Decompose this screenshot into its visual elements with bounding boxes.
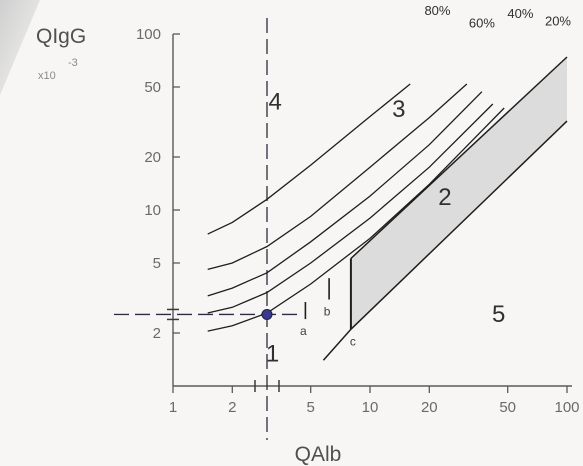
upper-reference-line xyxy=(350,56,568,260)
y-tick-label-20: 20 xyxy=(144,149,161,166)
lower-reference-line xyxy=(322,120,568,361)
patient-point xyxy=(261,308,273,320)
curve-40pct xyxy=(207,91,483,297)
x-tick-label-10: 10 xyxy=(362,399,379,416)
percent-label-40pct: 40% xyxy=(507,6,533,21)
x-tick-label-20: 20 xyxy=(421,399,438,416)
labels-layer: 1 2 3 4 5 80% 60% 40% 20% xyxy=(266,3,572,367)
x-tick-label-100: 100 xyxy=(554,399,579,416)
y-axis-multiplier-exponent: -3 xyxy=(68,57,78,69)
y-tick-label-10: 10 xyxy=(144,202,161,219)
marker-label-b: b xyxy=(324,305,331,319)
curve-80pct xyxy=(207,83,411,235)
x-axis-title: QAlb xyxy=(295,443,342,466)
y-tick-label-100: 100 xyxy=(136,26,161,43)
y-axis-multiplier: x10 xyxy=(38,70,56,82)
x-tick-label-50: 50 xyxy=(499,399,516,416)
x-tick-label-1: 1 xyxy=(169,399,177,416)
axes-layer xyxy=(172,34,572,387)
curve-60pct xyxy=(207,83,468,271)
region-label-4: 4 xyxy=(268,88,281,115)
y-tick-label-2: 2 xyxy=(153,325,161,342)
reference-lines-layer xyxy=(114,18,300,440)
percent-label-80pct: 80% xyxy=(424,3,450,18)
y-tick-label-50: 50 xyxy=(144,79,161,96)
x-tick-label-2: 2 xyxy=(228,399,236,416)
markers-layer: a b c xyxy=(167,258,356,392)
curve-unlabeled-4 xyxy=(207,107,505,332)
y-axis-title: QIgG xyxy=(36,25,86,48)
y-tick-label-5: 5 xyxy=(153,255,161,272)
percent-label-20pct: 20% xyxy=(545,13,571,28)
ticks-layer: 1 2 5 10 20 50 100 2 5 10 20 50 100 xyxy=(136,26,580,416)
marker-label-c: c xyxy=(350,334,356,348)
x-tick-label-5: 5 xyxy=(307,399,315,416)
region-label-5: 5 xyxy=(492,301,505,328)
shaded-region-layer xyxy=(350,57,567,330)
region-label-3: 3 xyxy=(392,96,405,123)
series-layer xyxy=(207,56,568,361)
region-label-1: 1 xyxy=(266,341,279,368)
paper-fold-shadow xyxy=(0,0,40,95)
shaded-region-2 xyxy=(350,57,567,330)
region-label-2: 2 xyxy=(438,184,451,211)
curve-unlabeled-3 xyxy=(207,103,494,314)
percent-label-60pct: 60% xyxy=(469,15,495,30)
marker-label-a: a xyxy=(300,324,307,338)
